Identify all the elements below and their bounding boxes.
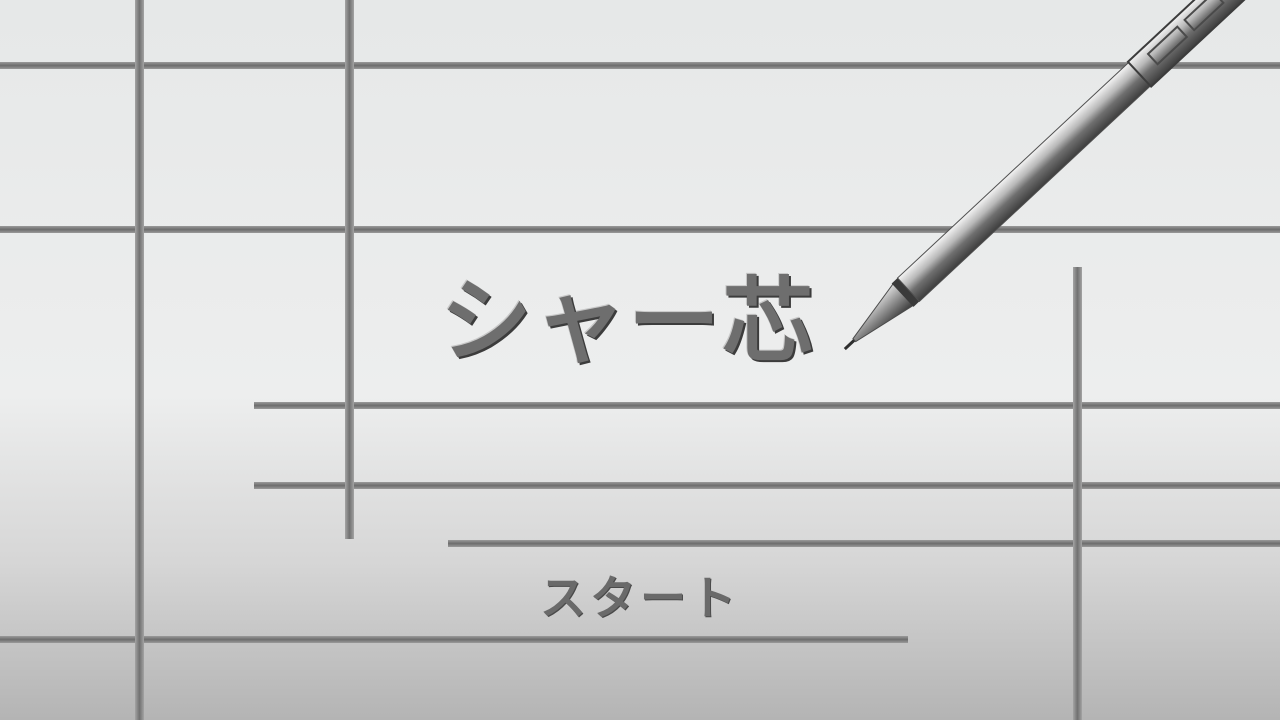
grid-line-horizontal <box>448 540 1280 547</box>
grid-line-horizontal <box>0 636 908 643</box>
game-title: シャー芯 <box>440 268 817 375</box>
grid-line-vertical <box>1073 267 1082 720</box>
grid-line-horizontal <box>254 402 1280 409</box>
grid-line-horizontal <box>254 482 1280 489</box>
start-button[interactable]: スタート <box>520 566 760 630</box>
grid-line-vertical <box>135 0 144 720</box>
grid-line-horizontal <box>0 226 1280 233</box>
grid-line-horizontal <box>0 62 1280 69</box>
grid-line-vertical <box>345 0 354 539</box>
